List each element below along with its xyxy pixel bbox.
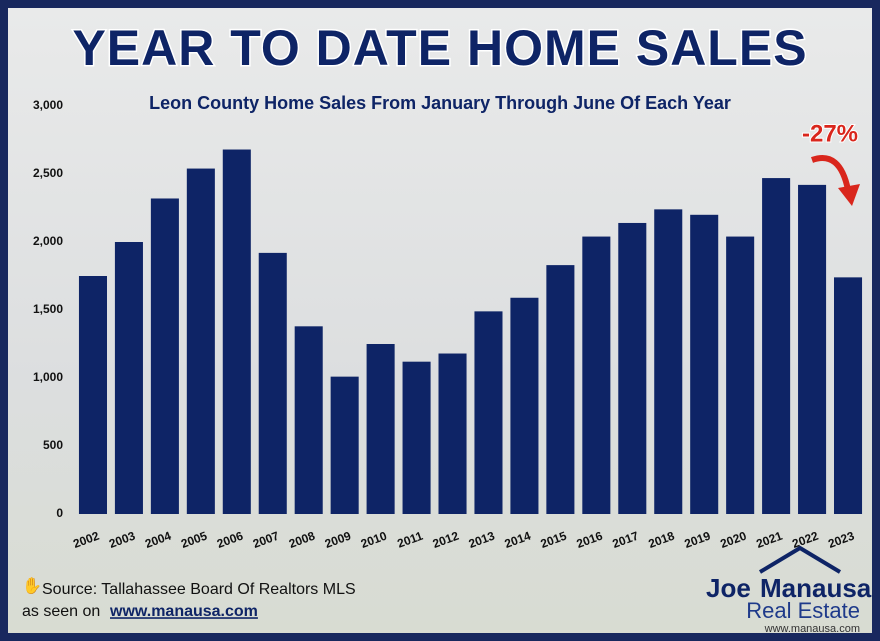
bar bbox=[726, 236, 755, 514]
bar bbox=[834, 277, 863, 514]
bar bbox=[186, 168, 215, 514]
bar bbox=[798, 184, 827, 514]
logo-last: Manausa bbox=[760, 573, 872, 603]
logo-first: Joe bbox=[706, 573, 751, 603]
bar bbox=[330, 376, 359, 514]
seen-on: as seen on bbox=[22, 603, 100, 620]
bar bbox=[366, 344, 395, 514]
y-tick-label: 1,000 bbox=[33, 370, 63, 384]
bar bbox=[582, 236, 611, 514]
y-tick-label: 500 bbox=[43, 438, 63, 452]
bar bbox=[762, 178, 791, 514]
bar bbox=[114, 242, 143, 514]
annotation-arrow bbox=[810, 155, 851, 191]
bar bbox=[510, 297, 539, 514]
bar bbox=[78, 276, 107, 514]
bar bbox=[654, 209, 683, 515]
y-tick-label: 2,000 bbox=[33, 234, 63, 248]
footer-url[interactable]: www.manausa.com bbox=[109, 603, 258, 620]
bar bbox=[402, 361, 431, 514]
y-tick-label: 2,500 bbox=[33, 166, 63, 180]
chart-subtitle: Leon County Home Sales From January Thro… bbox=[149, 93, 731, 113]
annotation: -27% bbox=[802, 120, 858, 147]
bar bbox=[258, 252, 287, 514]
bar bbox=[438, 353, 467, 514]
bar bbox=[474, 311, 503, 514]
bar bbox=[150, 198, 179, 515]
bar bbox=[618, 222, 647, 514]
y-tick-label: 3,000 bbox=[33, 98, 63, 112]
logo-url: www.manausa.com bbox=[764, 623, 860, 635]
bar bbox=[546, 265, 575, 514]
source: Source: Tallahassee Board Of Realtors ML… bbox=[42, 581, 356, 598]
logo-roof bbox=[758, 545, 842, 574]
bar bbox=[690, 214, 719, 515]
chart-title: YEAR TO DATE HOME SALES bbox=[72, 20, 807, 76]
logo-line2: Real Estate bbox=[746, 598, 860, 623]
y-tick-label: 1,500 bbox=[33, 302, 63, 316]
bar bbox=[294, 326, 323, 514]
y-tick-label: 0 bbox=[56, 506, 63, 520]
bar bbox=[222, 149, 251, 514]
hand-icon: ✋ bbox=[22, 576, 42, 595]
annotation-arrowhead bbox=[838, 184, 860, 206]
